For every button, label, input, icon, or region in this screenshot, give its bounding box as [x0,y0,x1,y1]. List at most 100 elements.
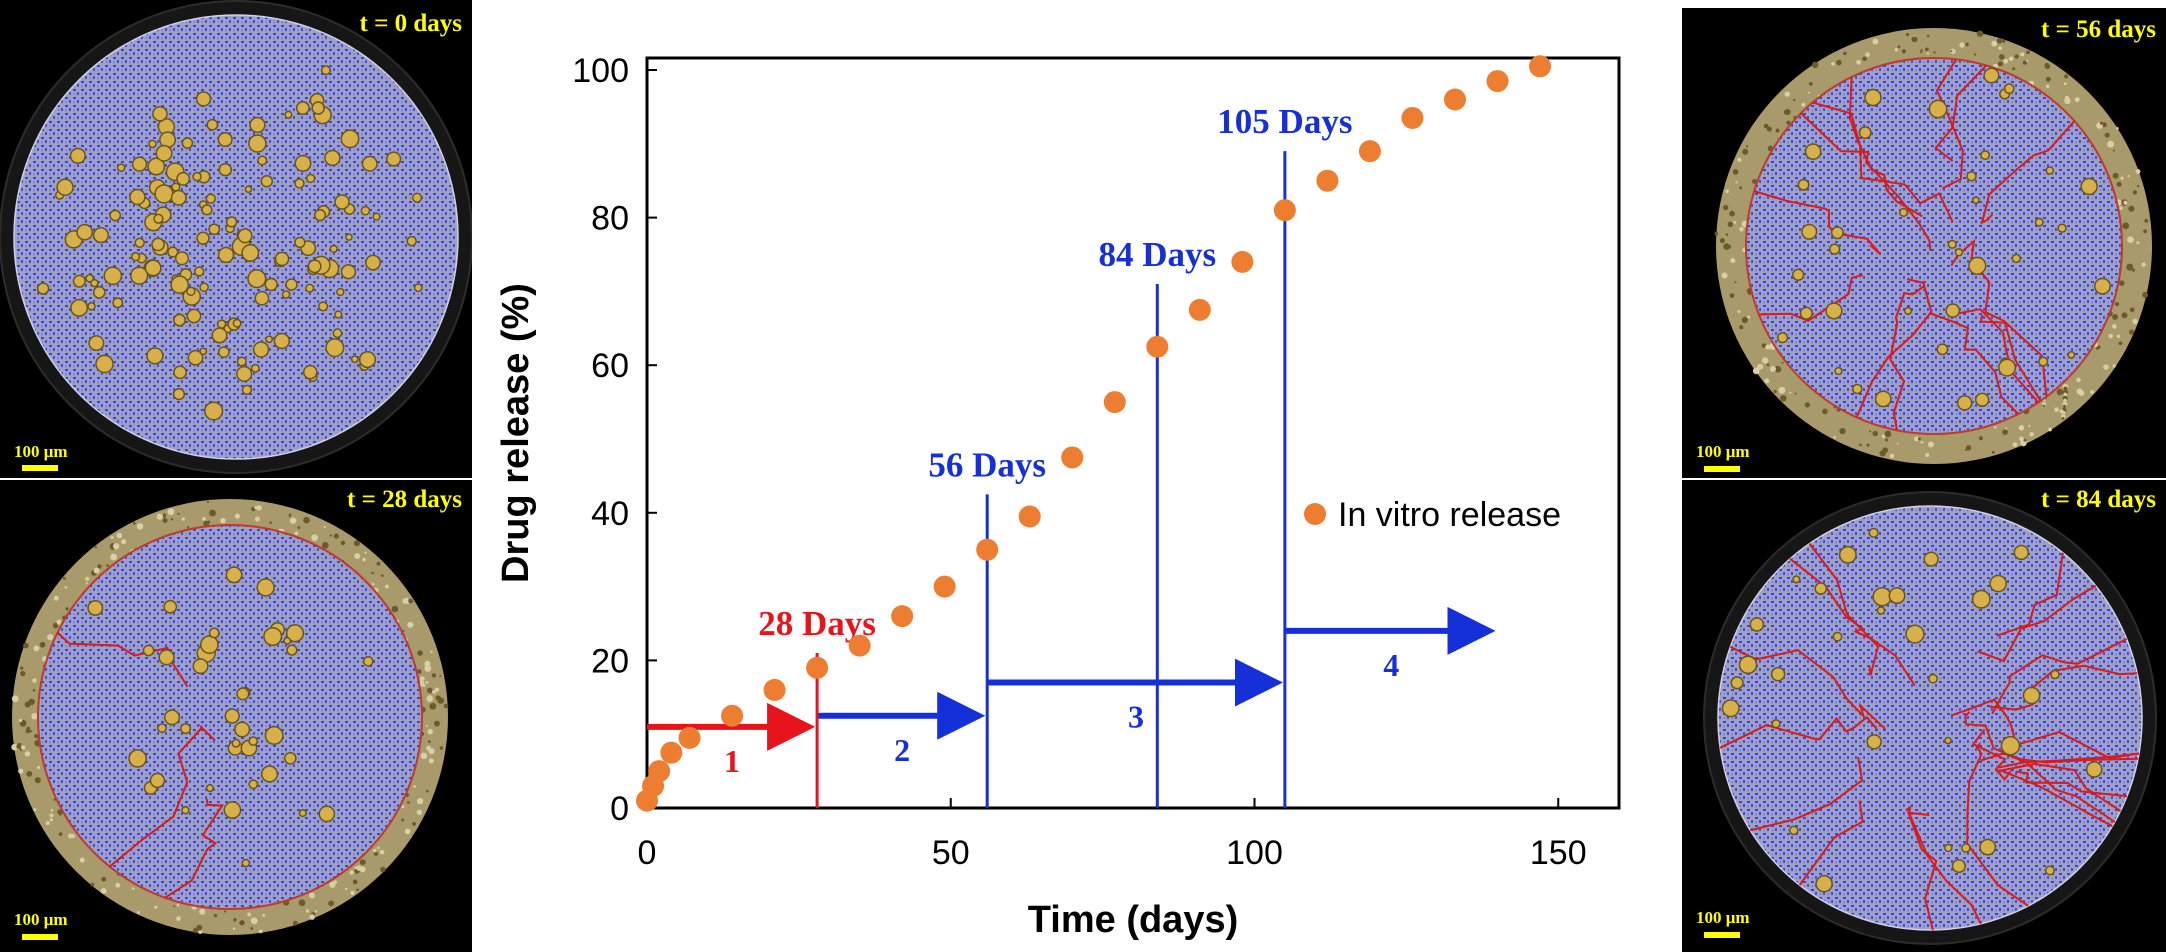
drug-particle [196,231,210,245]
ct-crack [1789,558,1916,687]
drug-particle [142,644,155,657]
drug-particle [164,709,181,726]
drug-particle [208,223,221,236]
drug-particle [130,252,141,262]
drug-particle [130,266,149,285]
drug-particle [236,356,247,367]
marker-label: 56 Days [928,445,1046,484]
ct-crack [1906,811,1938,931]
x-axis-label: Time (days) [1028,899,1238,941]
drug-particle [2000,736,2021,756]
stage-label-3: 3 [1128,699,1144,735]
drug-particle [1888,587,1906,605]
drug-particle [2050,669,2060,680]
drug-particle [199,347,208,356]
ct-crack [1719,715,1878,749]
ct-crack [1950,698,2140,760]
drug-particle [36,282,50,295]
ct-crack [1966,742,2029,907]
data-point [660,741,683,764]
drug-particle [1944,736,1952,745]
drug-particle [76,223,94,241]
ct-crack [1991,638,2128,715]
drug-particle [286,644,298,656]
drug-particle [1770,666,1786,682]
data-point [1529,55,1552,78]
ct-crack [164,798,224,899]
ct-crack [108,723,216,868]
drug-particle [260,174,274,188]
drug-particle [1866,734,1882,750]
y-tick-label: 0 [610,790,629,828]
ct-matrix [13,14,459,460]
drug-particle [249,116,266,134]
drug-particle [1951,858,1966,874]
ct-slice-day-0-image [0,0,472,474]
drug-particle [217,246,235,264]
ct-crack [1800,112,1932,251]
drug-particle [1771,719,1781,729]
drug-particle [201,204,213,216]
ct-slice-day-28-image [11,499,449,935]
drug-particle [1738,655,1758,675]
drug-particle [2013,544,2030,561]
drug-particle [172,387,186,401]
drug-particle [134,237,145,249]
drug-particle [1789,825,1799,836]
drug-particle [1903,306,1913,315]
drug-particle [225,566,243,584]
drug-particle [336,287,345,297]
ct-panel-day-0: t = 0 days 100 μm [0,0,472,478]
drug-particle [248,736,259,746]
drug-particle [199,282,209,293]
drug-particle [131,156,148,172]
drug-particle [56,178,74,196]
drug-particle [205,193,216,204]
data-point [721,704,744,727]
data-point [1316,169,1339,192]
drug-particle [1961,843,1971,853]
drug-particle [87,302,96,311]
drug-particle [225,216,238,228]
scale-bar-day-84 [1704,932,1740,938]
drug-particle [151,237,165,252]
y-tick-label: 20 [591,642,629,680]
drug-particle [406,235,417,247]
data-point [806,656,829,679]
drug-particle [236,365,253,382]
drug-particle [372,212,381,221]
x-tick-label: 150 [1530,834,1587,872]
drug-particle [208,627,220,639]
drug-particle [362,656,374,667]
drug-particle [1971,589,1991,609]
marker-label: 84 Days [1098,235,1216,274]
drug-particle [294,236,306,249]
data-point [1443,88,1466,111]
drug-particle [274,251,290,267]
drug-particle [173,313,186,327]
drug-particle [247,269,267,289]
ct-matrix [1745,57,2123,435]
drug-particle [1776,332,1789,344]
drug-particle [1980,150,1991,161]
drug-particle [149,772,166,789]
drug-particle [205,783,214,793]
drug-particle [311,101,325,115]
drug-particle [248,134,267,153]
drug-particle [1983,67,2000,84]
x-tick-label: 50 [932,834,970,872]
drug-particle [206,118,219,131]
drug-particle [180,723,192,735]
ct-slice-day-56-image [1714,28,2152,464]
drug-particle [1828,243,1841,255]
drug-particle [254,290,270,306]
ct-crack [1964,711,2139,764]
drug-particle [204,401,224,421]
drug-particle [1868,527,1879,538]
stage-label-2: 2 [894,732,910,768]
drug-particle [95,354,114,374]
data-point [1231,250,1254,273]
y-axis-label: Drug release (%) [495,283,537,583]
ct-crack [1905,805,1982,925]
drug-particle [361,155,378,172]
